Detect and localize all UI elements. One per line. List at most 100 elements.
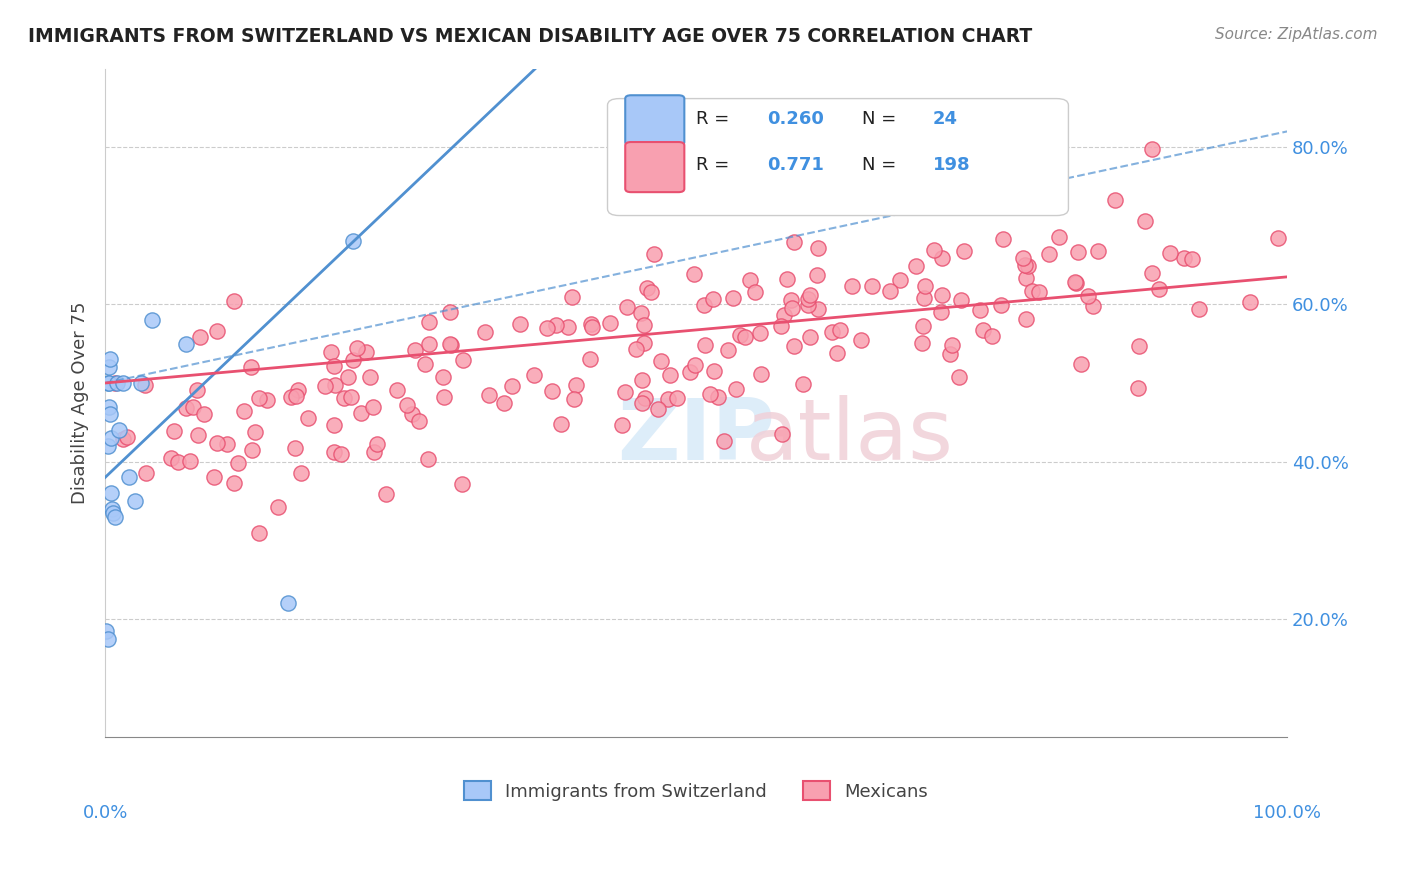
Point [207,436,229,450]
Point [723,291,745,305]
Point [408,414,430,428]
Point [160,451,183,466]
Point [807,241,830,255]
Point [717,343,740,358]
Point [939,347,962,361]
Point [1140,267,1163,281]
Point [640,285,662,300]
Point [188,330,211,344]
Point [679,365,702,379]
Point [740,273,762,287]
Point [799,329,821,343]
Point [616,300,638,314]
Point [922,244,945,258]
Point [724,382,747,396]
Point [333,392,356,406]
Point [879,284,901,298]
Point [633,336,655,351]
Point [911,336,934,351]
Text: 0.0%: 0.0% [83,804,128,822]
Point [807,302,830,317]
FancyBboxPatch shape [607,99,1069,216]
Point [243,425,266,440]
Point [287,384,309,398]
Point [523,368,546,382]
Point [783,339,806,353]
FancyBboxPatch shape [626,95,685,145]
Point [492,396,515,410]
Point [101,501,124,516]
Point [186,384,208,398]
Point [972,323,994,337]
Text: 100.0%: 100.0% [1253,804,1322,822]
Point [418,337,440,351]
Point [981,329,1004,343]
Point [322,359,344,373]
Text: atlas: atlas [745,394,953,477]
Point [202,470,225,484]
Point [226,456,249,470]
Point [634,392,657,406]
Point [911,318,934,333]
Point [401,407,423,421]
Text: N =: N = [862,156,896,175]
Text: IMMIGRANTS FROM SWITZERLAND VS MEXICAN DISABILITY AGE OVER 75 CORRELATION CHART: IMMIGRANTS FROM SWITZERLAND VS MEXICAN D… [28,27,1032,45]
Point [115,430,138,444]
Point [339,390,361,404]
Point [905,259,928,273]
Point [579,351,602,366]
Point [108,423,131,437]
Point [1133,214,1156,228]
Point [141,313,163,327]
Point [1077,289,1099,303]
Point [948,369,970,384]
Point [375,487,398,501]
Point [319,344,342,359]
Point [713,434,735,448]
Point [323,418,346,433]
Point [330,447,353,461]
Point [1021,284,1043,298]
Point [104,509,127,524]
Point [439,337,461,351]
Point [541,384,564,398]
Point [1015,271,1038,285]
Point [240,360,263,375]
Point [277,596,299,610]
Point [796,298,818,312]
Point [941,338,963,352]
Point [912,291,935,305]
Point [825,346,848,360]
Point [1173,251,1195,265]
Point [247,525,270,540]
Point [105,376,128,390]
Point [111,433,134,447]
Point [1181,252,1204,267]
Point [613,384,636,399]
Point [1267,231,1289,245]
Point [643,247,665,261]
Point [346,342,368,356]
Point [135,466,157,480]
Point [439,304,461,318]
Point [734,329,756,343]
Point [129,376,152,390]
Point [163,424,186,438]
Point [931,288,953,302]
Point [96,624,118,638]
Point [1087,244,1109,258]
Point [657,392,679,406]
Text: 24: 24 [932,110,957,128]
Point [322,445,344,459]
Point [706,390,728,404]
Text: R =: R = [696,110,730,128]
Point [728,327,751,342]
Point [630,306,652,320]
Point [748,326,770,341]
Point [650,354,672,368]
Point [770,426,793,441]
Point [929,305,952,319]
Point [931,251,953,265]
Point [350,406,373,420]
Point [280,391,302,405]
